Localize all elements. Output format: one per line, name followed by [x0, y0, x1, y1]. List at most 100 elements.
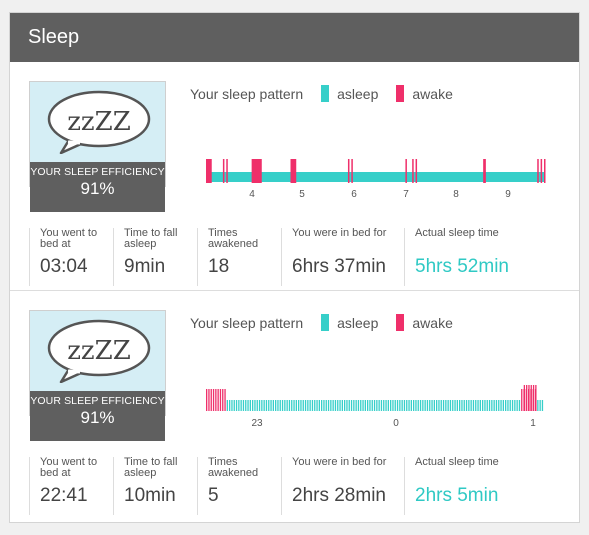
stat-times-awakened: Times awakened 5: [197, 457, 281, 515]
efficiency-box: zzZZ YOUR SLEEP EFFICIENCY 91%: [29, 81, 166, 212]
asleep-bar: [495, 400, 498, 411]
asleep-bar: [240, 400, 242, 411]
asleep-bar: [367, 400, 369, 411]
asleep-bar: [396, 400, 399, 411]
tick-label: 5: [299, 189, 305, 200]
asleep-bar: [518, 400, 521, 411]
asleep-bar: [507, 400, 509, 411]
asleep-bar: [293, 400, 295, 411]
asleep-bar: [279, 400, 281, 411]
awake-bar: [415, 159, 418, 183]
asleep-bar: [436, 400, 438, 411]
asleep-bar: [373, 400, 376, 411]
asleep-bar: [500, 400, 502, 411]
asleep-bar: [284, 400, 286, 411]
asleep-bar: [360, 400, 362, 411]
asleep-bar: [254, 400, 256, 411]
asleep-bar: [346, 400, 348, 411]
asleep-bar: [429, 400, 431, 411]
stat-times-awakened: Times awakened 18: [197, 228, 281, 286]
awake-bar: [521, 389, 523, 411]
asleep-bar: [318, 400, 320, 411]
stat-fall-asleep: Time to fall asleep 10min: [113, 457, 197, 515]
stat-actual-sleep: Actual sleep time 5hrs 52min: [404, 228, 554, 286]
asleep-bar: [344, 400, 346, 411]
asleep-bar: [258, 400, 261, 411]
asleep-bar: [249, 400, 251, 411]
asleep-bar: [268, 400, 270, 411]
asleep-bar: [419, 400, 422, 411]
sleep-panel: Sleep zzZZ YOUR SLEEP EFFICIENCY 91% You…: [9, 12, 580, 523]
asleep-bar: [339, 400, 341, 411]
asleep-bar: [304, 400, 307, 411]
asleep-bar: [235, 400, 238, 411]
sleep-pattern-legend: Your sleep pattern asleep awake: [190, 85, 453, 102]
awake-bar: [544, 159, 546, 183]
asleep-bar: [410, 400, 412, 411]
sleep-pattern-chart: 23 0 1: [206, 385, 544, 429]
asleep-bar: [456, 400, 458, 411]
asleep-bar: [509, 400, 511, 411]
asleep-bar: [442, 400, 445, 411]
efficiency-value: 91%: [80, 179, 115, 198]
asleep-swatch: [321, 85, 330, 102]
asleep-bar: [424, 400, 426, 411]
awake-bar: [290, 159, 297, 183]
asleep-bar: [413, 400, 415, 411]
asleep-bar: [311, 400, 314, 411]
asleep-bar: [445, 400, 447, 411]
asleep-bar: [263, 400, 265, 411]
legend-asleep-label: asleep: [337, 85, 379, 102]
asleep-bar: [452, 400, 454, 411]
stat-actual-sleep: Actual sleep time 2hrs 5min: [404, 457, 554, 515]
tick-label: 6: [351, 189, 357, 200]
awake-bar: [222, 389, 224, 411]
asleep-bar: [459, 400, 461, 411]
asleep-bar: [380, 400, 383, 411]
asleep-bar: [433, 400, 435, 411]
asleep-bar: [229, 400, 231, 411]
stat-bed-time: You went to bed at 03:04: [29, 228, 113, 286]
awake-bar: [206, 159, 212, 183]
awake-bar: [535, 385, 537, 411]
tick-label: 9: [505, 189, 511, 200]
awake-bar: [523, 385, 526, 411]
awake-bar: [532, 385, 535, 411]
asleep-bar: [307, 400, 309, 411]
asleep-bar: [449, 400, 452, 411]
asleep-bar: [486, 400, 488, 411]
asleep-bar: [415, 400, 417, 411]
sleep-record: zzZZ YOUR SLEEP EFFICIENCY 91% Your slee…: [10, 291, 579, 521]
asleep-bar: [479, 400, 481, 411]
bubble-text: zzZZ: [67, 336, 131, 366]
asleep-bar: [245, 400, 247, 411]
asleep-bar: [256, 400, 258, 411]
tick-label: 7: [403, 189, 409, 200]
stat-in-bed: You were in bed for 2hrs 28min: [281, 457, 404, 515]
awake-swatch: [396, 314, 405, 331]
asleep-bar: [309, 400, 311, 411]
asleep-bar: [440, 400, 442, 411]
asleep-bar: [472, 400, 475, 411]
sleep-bubble-icon: zzZZ: [47, 319, 151, 383]
awake-bar: [351, 159, 353, 183]
tick-label: 23: [251, 418, 263, 429]
asleep-bar: [337, 400, 339, 411]
asleep-bar: [226, 400, 228, 411]
asleep-bar: [477, 400, 479, 411]
asleep-bar: [399, 400, 401, 411]
asleep-bar: [498, 400, 500, 411]
asleep-bar: [355, 400, 357, 411]
sleep-pattern-legend: Your sleep pattern asleep awake: [190, 314, 453, 331]
asleep-bar: [482, 400, 484, 411]
asleep-bar: [242, 400, 245, 411]
awake-bar: [210, 389, 212, 411]
awake-bar: [219, 389, 222, 411]
asleep-bar: [281, 400, 284, 411]
awake-bar: [217, 389, 219, 411]
asleep-bar: [291, 400, 293, 411]
asleep-bar: [302, 400, 304, 411]
asleep-bar: [502, 400, 504, 411]
asleep-bar: [401, 400, 403, 411]
awake-bar: [412, 159, 414, 183]
